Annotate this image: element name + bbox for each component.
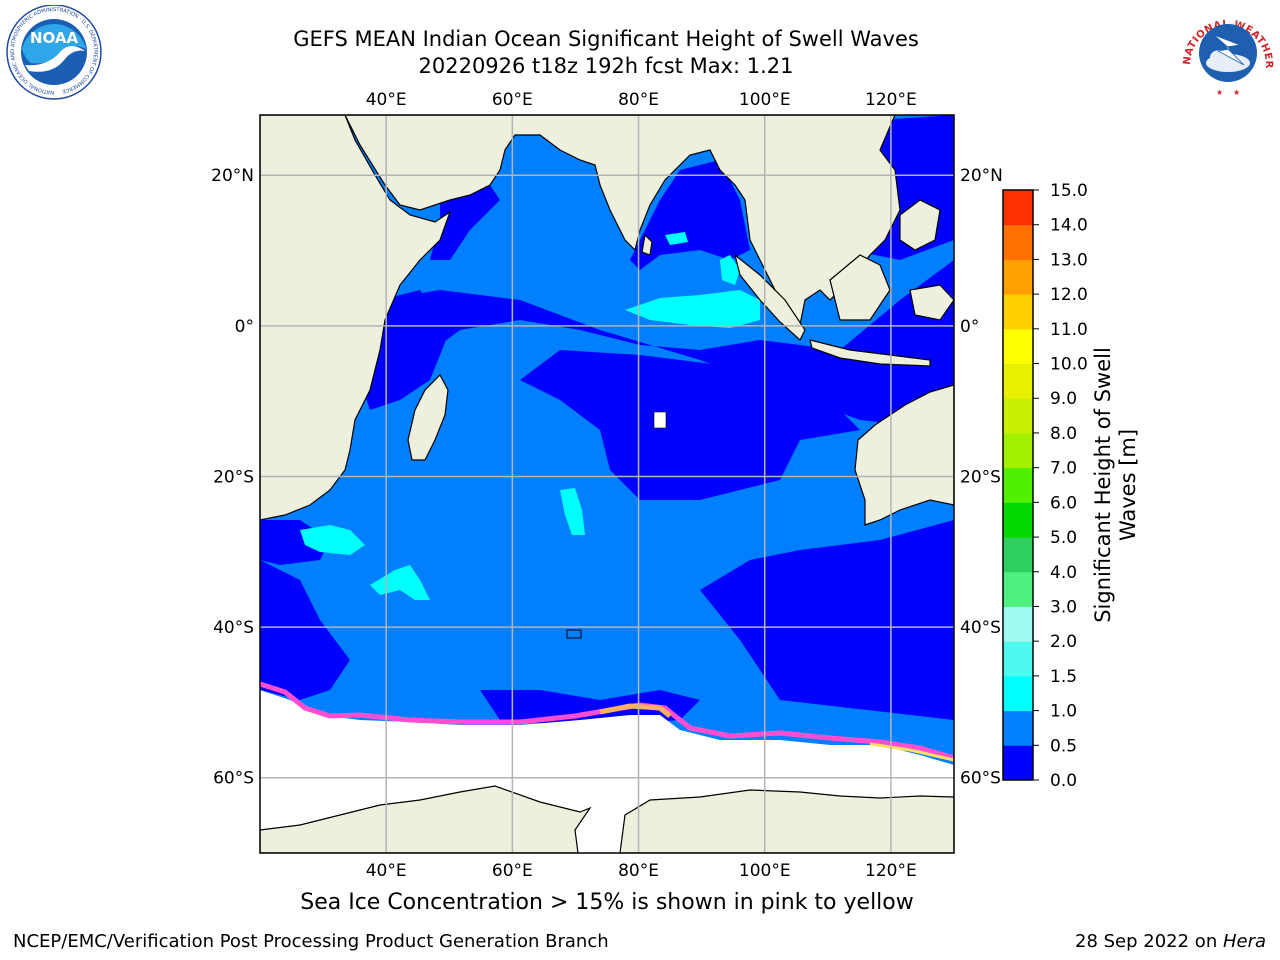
colorbar-tick-label: 6.0 <box>1050 493 1077 513</box>
map-grid <box>260 115 954 853</box>
colorbar-swatch <box>1003 606 1033 642</box>
date-footer: 28 Sep 2022 on Hera <box>1075 931 1266 952</box>
colorbar-swatch <box>1003 745 1033 781</box>
colorbar-frame <box>1002 189 1034 781</box>
colorbar-tick-label: 7.0 <box>1050 459 1077 479</box>
lat-tick-label-left: 20°S <box>213 467 254 487</box>
colorbar-swatch <box>1003 467 1033 503</box>
lat-tick-label-right: 60°S <box>960 769 1001 789</box>
svg-text:NOAA: NOAA <box>30 29 79 47</box>
lat-tick-label-left: 60°S <box>213 769 254 789</box>
lon-tick-label-bottom: 40°E <box>366 861 407 881</box>
colorbar-swatch <box>1003 224 1033 260</box>
island-kerguelen <box>566 629 582 639</box>
swell-0-0-5-region <box>260 115 954 725</box>
colorbar-tick-label: 2.0 <box>1050 632 1077 652</box>
colorbar: 0.0 0.5 1.0 1.5 2.0 3.0 4.0 5.0 6.0 7.0 8.0 9.0 10.0… <box>1002 181 1088 791</box>
colorbar-tick-label: 10.0 <box>1050 355 1088 375</box>
lon-tick-label-bottom: 100°E <box>739 861 791 881</box>
lon-tick-label-bottom: 80°E <box>618 861 659 881</box>
colorbar-tick-label: 1.0 <box>1050 702 1077 722</box>
colorbar-tick-label: 8.0 <box>1050 424 1077 444</box>
colorbar-swatch <box>1003 641 1033 677</box>
lat-tick-label-right: 0° <box>960 317 979 337</box>
lat-tick-label-left: 20°N <box>211 166 254 186</box>
map-subtitle: 20220926 t18z 192h fcst Max: 1.21 <box>418 54 794 78</box>
colorbar-swatch <box>1003 259 1033 295</box>
lon-tick-label-top: 60°E <box>492 90 533 110</box>
colorbar-tick-label: 3.0 <box>1050 597 1077 617</box>
colorbar-tick-label: 1.5 <box>1050 667 1077 687</box>
colorbar-swatch <box>1003 328 1033 365</box>
host-name: Hera <box>1222 931 1266 952</box>
land-masses <box>260 115 954 853</box>
ice-edge-yellow <box>869 742 954 762</box>
colorbar-tick-label: 0.5 <box>1050 736 1077 756</box>
map-title: GEFS MEAN Indian Ocean Significant Heigh… <box>293 27 919 51</box>
swell-1-0-1-5-patches <box>300 232 760 600</box>
island-amsterdam <box>653 411 667 429</box>
noaa-logo: NATIONAL OCEANIC AND ATMOSPHERIC ADMINIS… <box>6 5 102 100</box>
lon-tick-label-top: 40°E <box>366 90 407 110</box>
colorbar-swatch <box>1003 190 1033 226</box>
ice-edge-orange <box>599 703 672 718</box>
colorbar-tick-label: 4.0 <box>1050 563 1077 583</box>
colorbar-tick-label: 14.0 <box>1050 216 1088 236</box>
colorbar-tick-label: 13.0 <box>1050 250 1088 270</box>
lat-tick-label-right: 20°S <box>960 467 1001 487</box>
colorbar-tick-label: 12.0 <box>1050 285 1088 305</box>
colorbar-swatch <box>1003 675 1033 712</box>
map-frame <box>259 114 955 854</box>
colorbar-tick-label: 0.0 <box>1050 771 1077 791</box>
colorbar-tick-label: 9.0 <box>1050 389 1077 409</box>
colorbar-swatch <box>1003 432 1033 469</box>
map-tick-labels: 40°E 40°E 60°E 60°E 80°E 80°E 100°E 100°E 120°E 1… <box>211 90 1003 881</box>
colorbar-swatch <box>1003 710 1033 746</box>
svg-text:★: ★ <box>1216 88 1223 97</box>
colorbar-swatch <box>1003 398 1033 434</box>
colorbar-swatch <box>1003 571 1033 607</box>
colorbar-tick-label: 15.0 <box>1050 181 1088 201</box>
lon-tick-label-bottom: 120°E <box>865 861 917 881</box>
colorbar-tick-label: 11.0 <box>1050 320 1088 340</box>
producer-footer: NCEP/EMC/Verification Post Processing Pr… <box>13 931 609 952</box>
svg-text:★: ★ <box>1233 88 1240 97</box>
nws-logo: NATIONAL WEATHER SERVICE ★ ★ <box>1178 5 1274 99</box>
lat-tick-label-left: 0° <box>235 317 254 337</box>
lon-tick-label-top: 100°E <box>739 90 791 110</box>
lat-tick-label-right: 40°S <box>960 618 1001 638</box>
lon-tick-label-top: 120°E <box>865 90 917 110</box>
colorbar-swatch <box>1003 502 1033 538</box>
colorbar-swatch <box>1003 294 1033 330</box>
colorbar-swatch <box>1003 363 1033 399</box>
colorbar-tick-label: 5.0 <box>1050 528 1077 548</box>
lon-tick-label-bottom: 60°E <box>492 861 533 881</box>
lat-tick-label-left: 40°S <box>213 618 254 638</box>
lat-tick-label-right: 20°N <box>960 166 1003 186</box>
sea-ice-caption: Sea Ice Concentration > 15% is shown in … <box>300 890 914 915</box>
lon-tick-label-top: 80°E <box>618 90 659 110</box>
colorbar-swatch <box>1003 537 1033 573</box>
